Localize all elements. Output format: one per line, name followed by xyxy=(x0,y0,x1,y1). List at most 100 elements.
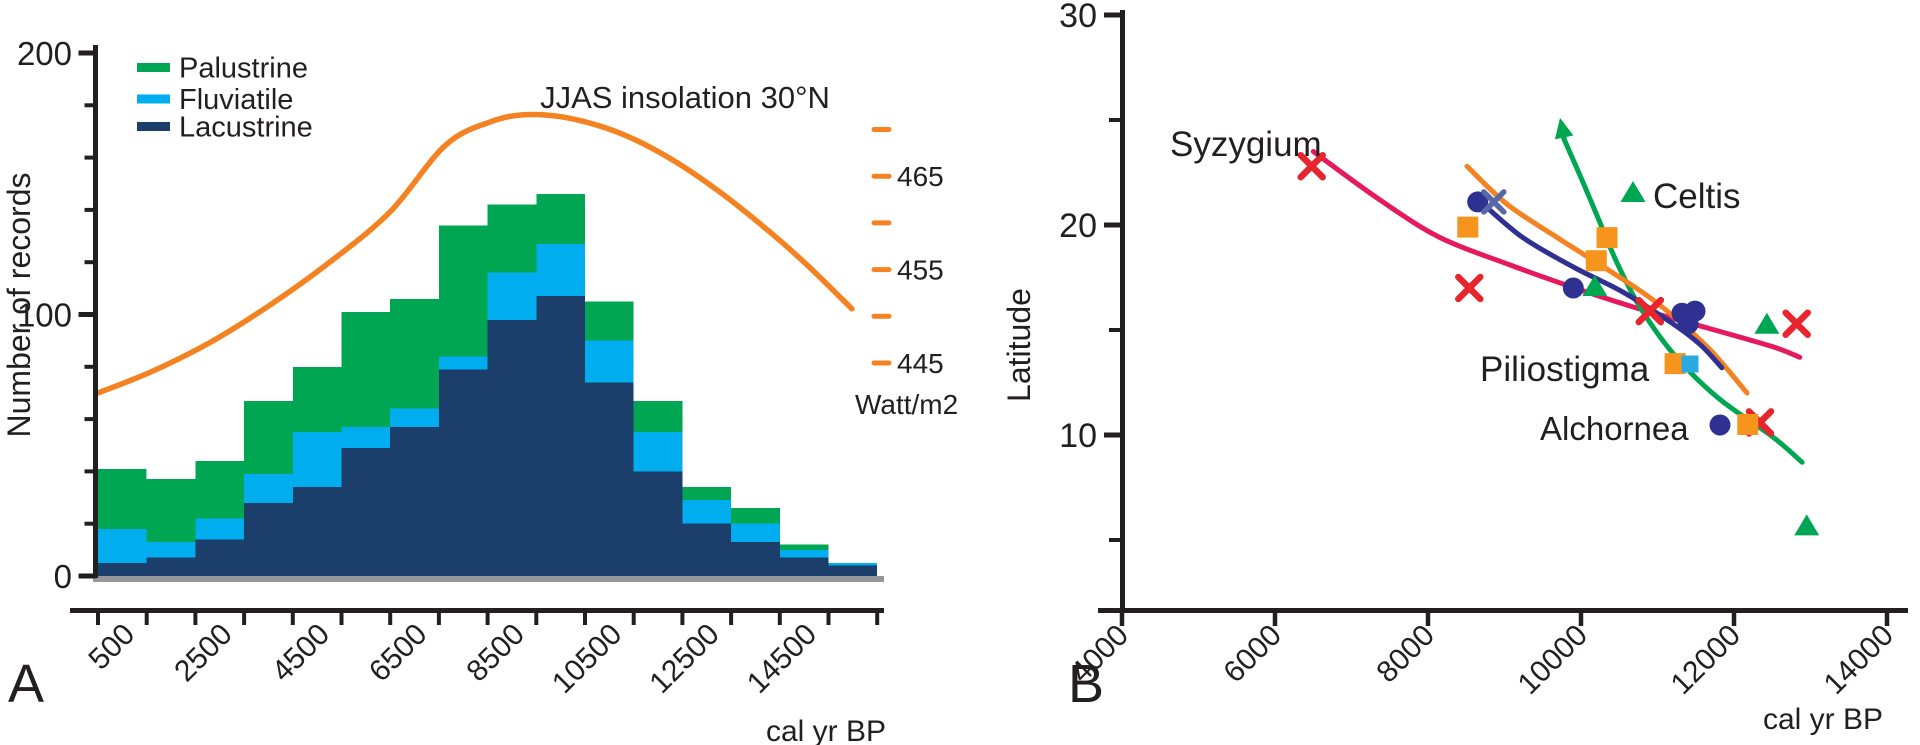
bar-segment-fluviatile-5500 xyxy=(341,426,391,448)
panel-b-letter: B xyxy=(1068,654,1104,714)
marker-alchornea xyxy=(1467,191,1489,213)
bar-segment-palustrine-2500 xyxy=(195,460,245,519)
b-y-tick-label: 10 xyxy=(1059,417,1097,455)
legend-label-lacustrine: Lacustrine xyxy=(179,112,313,144)
a-y-tick-label: 200 xyxy=(17,35,72,72)
marker-syzygium xyxy=(1455,273,1484,303)
bar-segment-palustrine-3500 xyxy=(244,400,293,474)
series-label-syzygium: Syzygium xyxy=(1170,125,1322,164)
bar-segment-lacustrine-14500 xyxy=(779,557,829,576)
baseline-strip xyxy=(93,576,884,582)
b-x-tick-label: 6000 xyxy=(1217,619,1288,690)
a-x-tick-label: 10500 xyxy=(546,618,628,700)
bar-segment-fluviatile-3500 xyxy=(244,474,293,503)
a-x-tick-label: 2500 xyxy=(168,618,239,689)
a-x-tick-label: 500 xyxy=(83,618,142,677)
bar-segment-fluviatile-6500 xyxy=(390,408,439,427)
bar-segment-fluviatile-2500 xyxy=(195,518,245,540)
bar-segment-fluviatile-8500 xyxy=(487,272,537,320)
bar-segment-lacustrine-5500 xyxy=(341,447,391,576)
a-y-tick-label: 0 xyxy=(54,558,72,595)
a-x-tick-label: 6500 xyxy=(363,618,434,689)
legend-label-palustrine: Palustrine xyxy=(179,53,308,85)
fit-curve-piliostigma xyxy=(1464,163,1750,396)
bar-segment-fluviatile-4500 xyxy=(292,432,342,488)
bar-segment-palustrine-10500 xyxy=(585,301,634,341)
panel-a-letter: A xyxy=(8,654,44,714)
bar-segment-lacustrine-3500 xyxy=(244,502,293,576)
marker-syzygium xyxy=(1635,296,1665,326)
insolation-title: JJAS insolation 30°N xyxy=(540,80,830,115)
a-x-tick-label: 14500 xyxy=(741,618,823,700)
marker-piliostigma xyxy=(1457,216,1479,238)
panel-a: 0 100 200 Number of records 500 2500 4500 6500 8… xyxy=(1,35,958,745)
bar-segment-lacustrine-11500 xyxy=(633,471,683,576)
bar-segment-fluviatile-15500 xyxy=(828,562,878,566)
bar-segment-fluviatile-500 xyxy=(98,528,147,563)
bar-segment-fluviatile-14500 xyxy=(779,549,829,558)
marker-piliostigma xyxy=(1585,250,1607,272)
series-label-marker-piliostigma xyxy=(1681,355,1699,373)
series-label-celtis: Celtis xyxy=(1653,177,1741,216)
bar-segment-fluviatile-12500 xyxy=(682,500,732,524)
bar-segment-palustrine-1500 xyxy=(146,479,196,542)
marker-syzygium xyxy=(1297,151,1326,181)
marker-piliostigma xyxy=(1737,414,1759,435)
marker-alchornea xyxy=(1677,313,1699,335)
marker-piliostigma xyxy=(1596,227,1618,249)
legend-swatch-fluviatile xyxy=(137,94,170,104)
bar-segment-lacustrine-9500 xyxy=(536,296,585,576)
bar-segment-palustrine-8500 xyxy=(487,204,537,273)
bar-segment-lacustrine-12500 xyxy=(682,523,732,576)
b-x-tick-label: 14000 xyxy=(1818,619,1900,701)
series-label-marker-alchornea xyxy=(1709,414,1731,436)
bar-segment-palustrine-14500 xyxy=(779,544,829,550)
bar-segment-lacustrine-6500 xyxy=(390,426,439,576)
fit-curve-alchornea xyxy=(1480,201,1725,371)
a-right-tick-label: 455 xyxy=(897,255,944,286)
a-x-tick-label: 12500 xyxy=(643,618,725,700)
bar-segment-palustrine-7500 xyxy=(438,225,488,357)
legend-label-fluviatile: Fluviatile xyxy=(179,84,293,116)
bar-segment-fluviatile-13500 xyxy=(731,523,780,542)
series-label-marker-celtis xyxy=(1620,181,1646,202)
b-y-tick-label: 30 xyxy=(1059,0,1097,35)
a-right-axis-unit: Watt/m2 xyxy=(855,389,958,420)
b-x-tick-label: 12000 xyxy=(1665,619,1747,701)
bar-segment-lacustrine-2500 xyxy=(195,539,245,576)
legend-swatch-lacustrine xyxy=(137,122,170,131)
bar-segment-lacustrine-15500 xyxy=(828,565,878,576)
a-right-tick-label: 445 xyxy=(897,348,944,379)
a-y-axis-title: Number of records xyxy=(1,173,37,438)
bar-segment-fluviatile-7500 xyxy=(438,356,488,370)
series-label-piliostigma: Piliostigma xyxy=(1480,350,1650,389)
bar-segment-palustrine-4500 xyxy=(292,366,342,433)
legend-swatch-palustrine xyxy=(137,63,170,72)
insolation-curve xyxy=(95,111,855,396)
a-x-tick-label: 8500 xyxy=(460,618,531,689)
bar-segment-lacustrine-4500 xyxy=(292,487,342,576)
marker-piliostigma xyxy=(1664,353,1686,375)
marker-celtis xyxy=(1794,514,1820,536)
bar-segment-palustrine-6500 xyxy=(390,298,439,409)
fit-arrowhead-celtis xyxy=(1554,117,1574,140)
marker-alchornea-cross xyxy=(1481,189,1507,215)
bar-segment-lacustrine-500 xyxy=(98,562,147,576)
a-y-tick-label: 100 xyxy=(17,297,72,334)
marker-syzygium xyxy=(1782,309,1811,338)
bar-segment-lacustrine-7500 xyxy=(438,369,488,576)
bar-segment-palustrine-5500 xyxy=(341,311,391,427)
b-x-tick-label: 8000 xyxy=(1370,619,1441,690)
b-x-tick-label: 10000 xyxy=(1512,619,1594,701)
b-y-tick-label: 20 xyxy=(1059,207,1097,245)
bar-segment-lacustrine-13500 xyxy=(731,542,780,576)
bar-segment-fluviatile-10500 xyxy=(585,340,634,383)
bar-segment-fluviatile-1500 xyxy=(146,542,196,558)
a-x-axis-title: cal yr BP xyxy=(766,715,886,745)
bar-segment-fluviatile-9500 xyxy=(536,243,585,297)
a-x-tick-label: 4500 xyxy=(266,618,337,689)
